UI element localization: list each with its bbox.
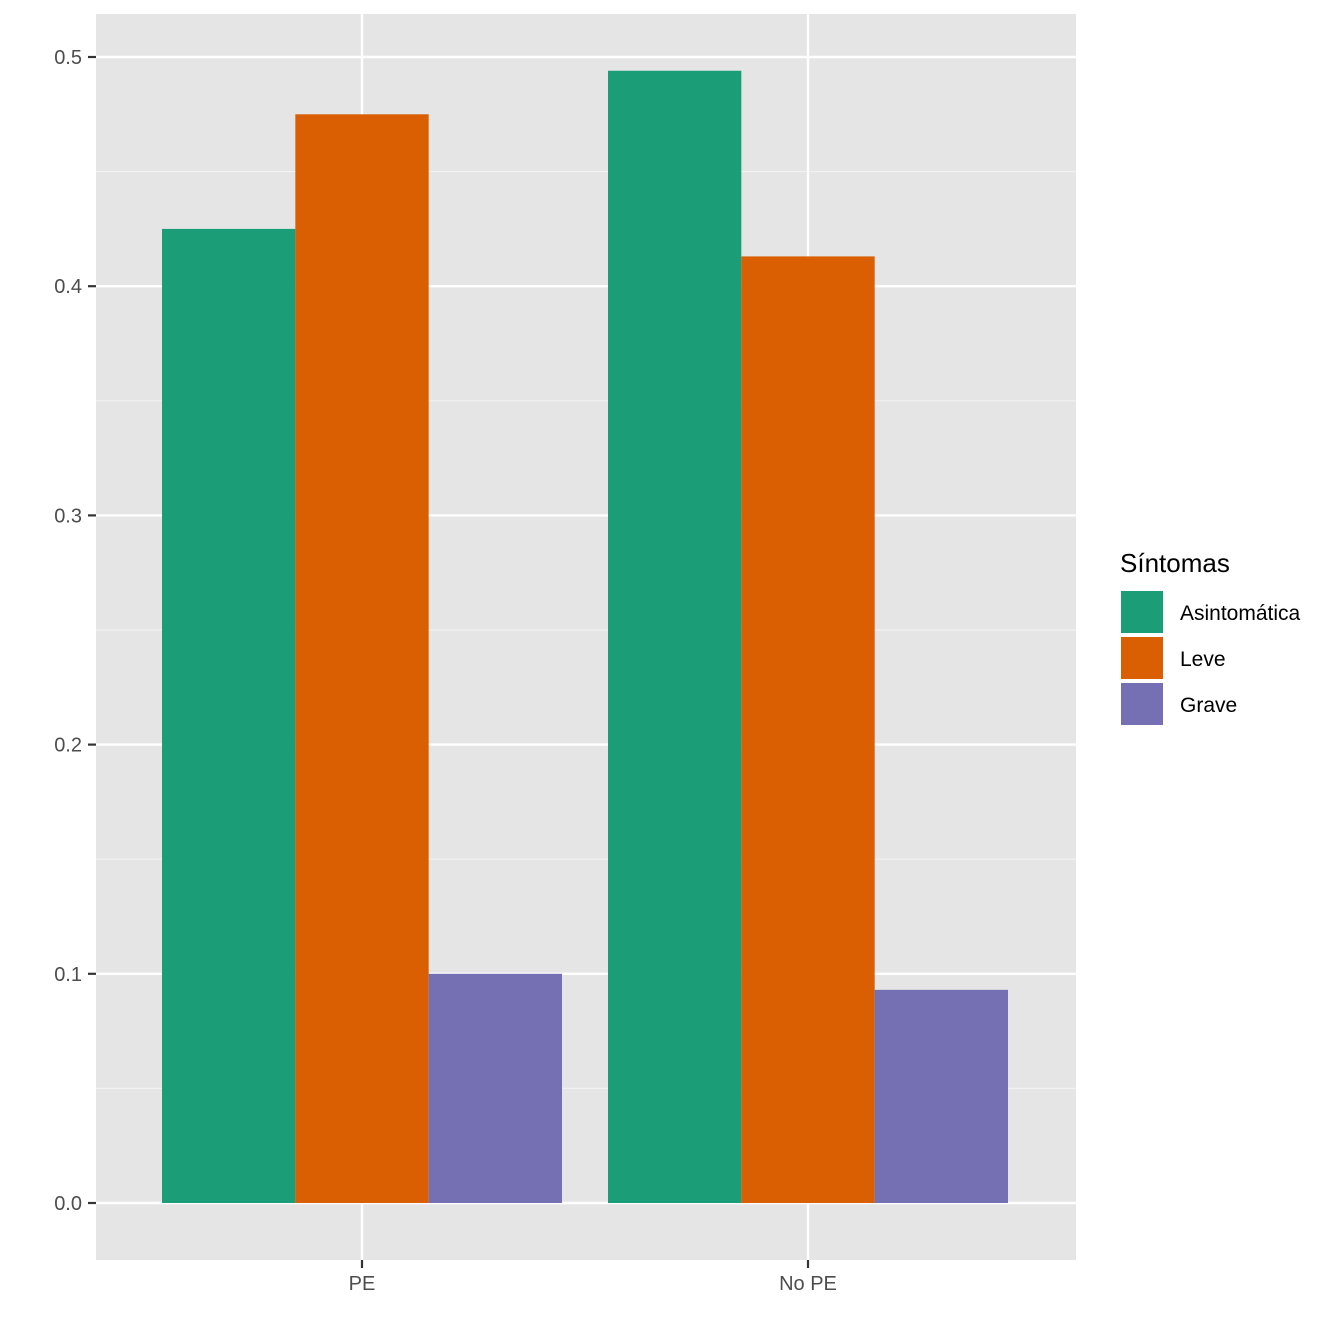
legend-key: [1119, 635, 1165, 681]
legend-label: Grave: [1180, 694, 1237, 717]
bar: [162, 228, 296, 1203]
y-tick-label: 0.5: [54, 47, 82, 69]
bar: [874, 989, 1008, 1203]
y-tick-label: 0.1: [54, 964, 82, 986]
y-tick-label: 0.0: [54, 1193, 82, 1215]
bar: [428, 973, 562, 1203]
x-tick-label: PE: [349, 1273, 376, 1295]
legend: Síntomas Asintomática Leve Grave: [1119, 548, 1301, 727]
bars: [162, 70, 1008, 1204]
bar: [608, 70, 742, 1204]
bar: [295, 114, 429, 1203]
x-axis: PE No PE: [349, 1260, 837, 1295]
y-tick-label: 0.3: [54, 505, 82, 527]
legend-key: [1119, 681, 1165, 727]
legend-key: [1119, 589, 1165, 635]
legend-label: Leve: [1180, 648, 1226, 671]
legend-items: Asintomática Leve Grave: [1119, 589, 1301, 727]
legend-label: Asintomática: [1180, 602, 1301, 625]
y-tick-label: 0.4: [54, 276, 82, 298]
legend-title: Síntomas: [1120, 548, 1230, 578]
bar: [741, 256, 875, 1203]
x-tick-label: No PE: [779, 1273, 837, 1295]
y-axis: 0.0 0.1 0.2 0.3 0.4 0.5: [54, 47, 96, 1215]
y-tick-label: 0.2: [54, 735, 82, 757]
